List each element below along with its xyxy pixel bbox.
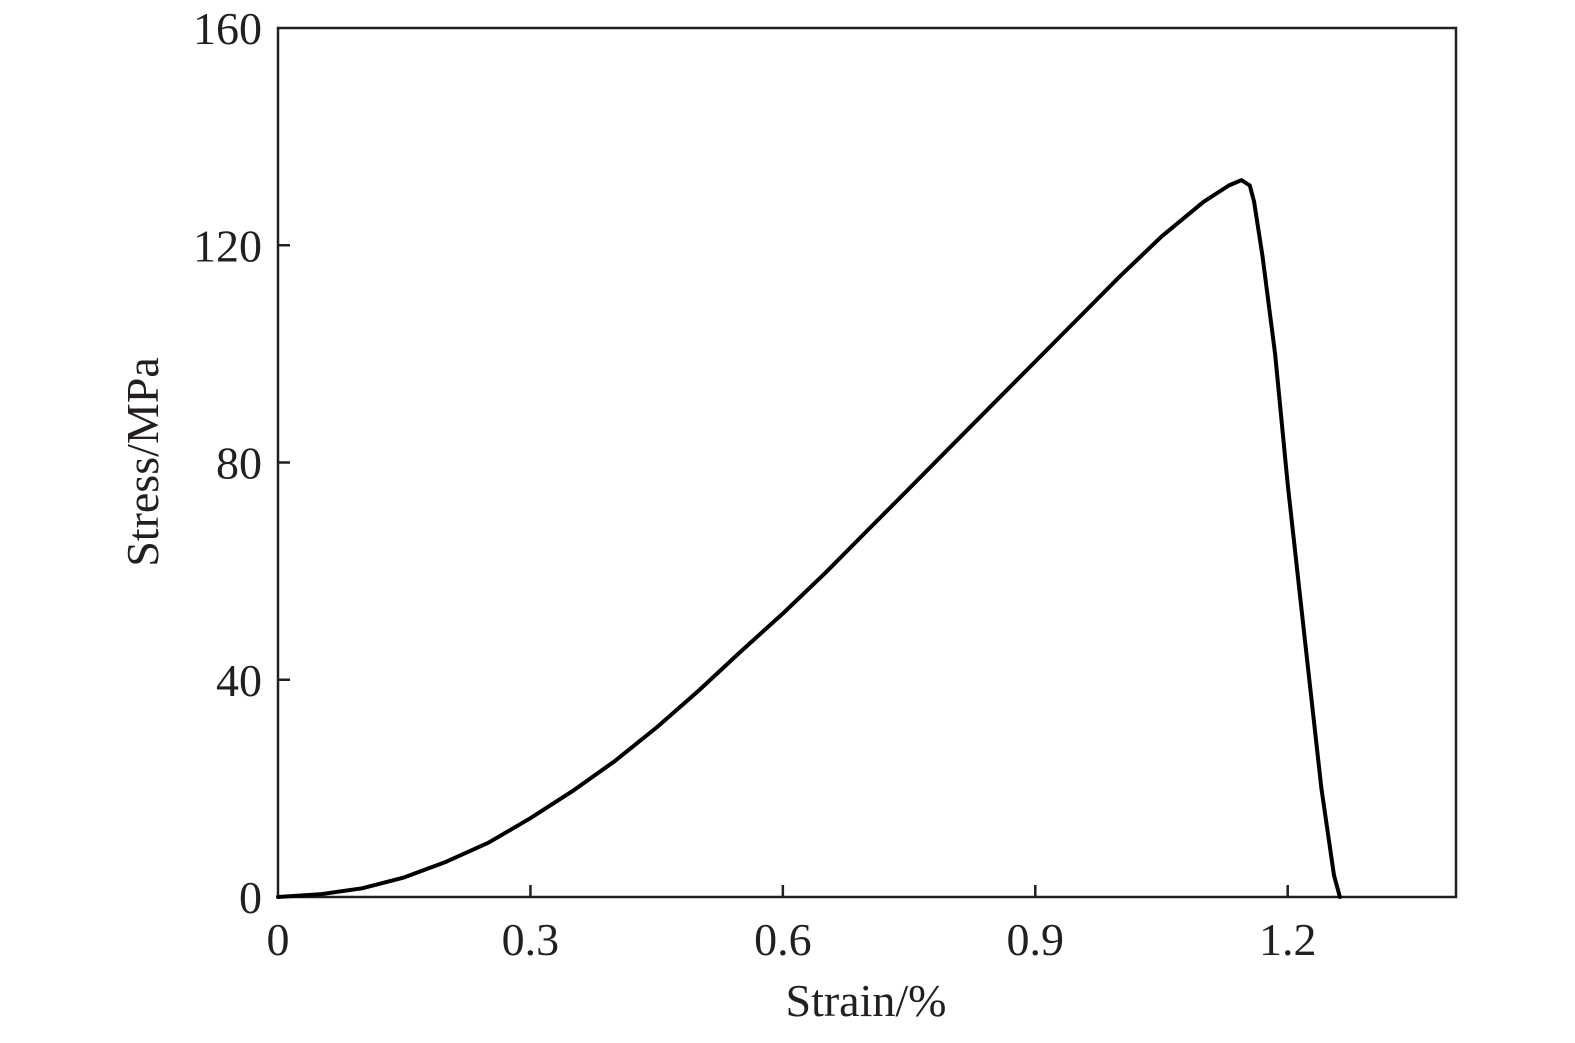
x-tick-label: 0.9: [1007, 914, 1065, 965]
y-axis-label: Stress/MPa: [117, 357, 168, 567]
plot-frame: [276, 26, 1458, 899]
y-tick-label: 40: [216, 655, 262, 706]
y-axis-ticks: 0 40 80 120 160: [193, 3, 290, 923]
y-tick-label: 120: [193, 220, 262, 271]
series-layer: [276, 178, 1342, 899]
series-line-1: [276, 178, 1342, 899]
y-tick-label: 0: [239, 872, 262, 923]
y-tick-label: 80: [216, 438, 262, 489]
x-tick-label: 0: [267, 914, 290, 965]
x-axis-ticks: 0 0.3 0.6 0.9 1.2: [267, 885, 1317, 965]
y-tick-label: 160: [193, 3, 262, 54]
x-tick-label: 1.2: [1259, 914, 1317, 965]
x-tick-label: 0.6: [754, 914, 812, 965]
x-axis-label: Strain/%: [786, 975, 947, 1026]
x-tick-label: 0.3: [502, 914, 560, 965]
